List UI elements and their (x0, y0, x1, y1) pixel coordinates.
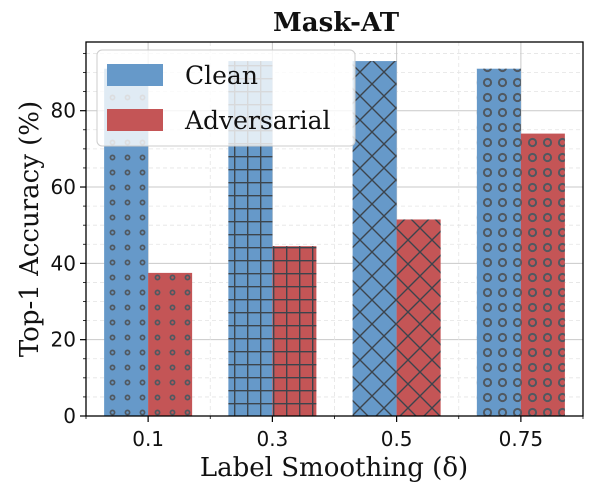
bar-hatch (476, 68, 521, 416)
y-axis-label: Top-1 Accuracy (%) (15, 101, 45, 357)
bar-hatch (272, 246, 317, 416)
x-tick-label: 0.5 (381, 427, 413, 451)
bar-hatch (148, 272, 193, 416)
y-tick-label: 20 (51, 328, 76, 352)
bar-hatch (520, 133, 565, 416)
y-tick-label: 40 (51, 251, 76, 275)
y-tick-label: 60 (51, 175, 76, 199)
x-tick-label: 0.3 (256, 427, 288, 451)
axis-ticks: 0 20 40 60 80 0.1 0.3 0.5 0.75 (51, 53, 584, 451)
chart-title: Mask-AT (273, 8, 400, 38)
bar-hatch (352, 61, 397, 416)
y-tick-label: 0 (63, 404, 76, 428)
legend-swatch-adversarial (107, 109, 163, 131)
legend: Clean Adversarial (96, 49, 356, 147)
legend-label: Adversarial (184, 106, 331, 135)
bar-hatch (396, 219, 441, 416)
x-tick-label: 0.1 (132, 427, 164, 451)
x-tick-label: 0.75 (499, 427, 544, 451)
legend-label: Clean (185, 61, 258, 90)
y-tick-label: 80 (51, 99, 76, 123)
x-axis-label: Label Smoothing (δ) (200, 453, 468, 483)
legend-swatch-clean (107, 64, 163, 86)
